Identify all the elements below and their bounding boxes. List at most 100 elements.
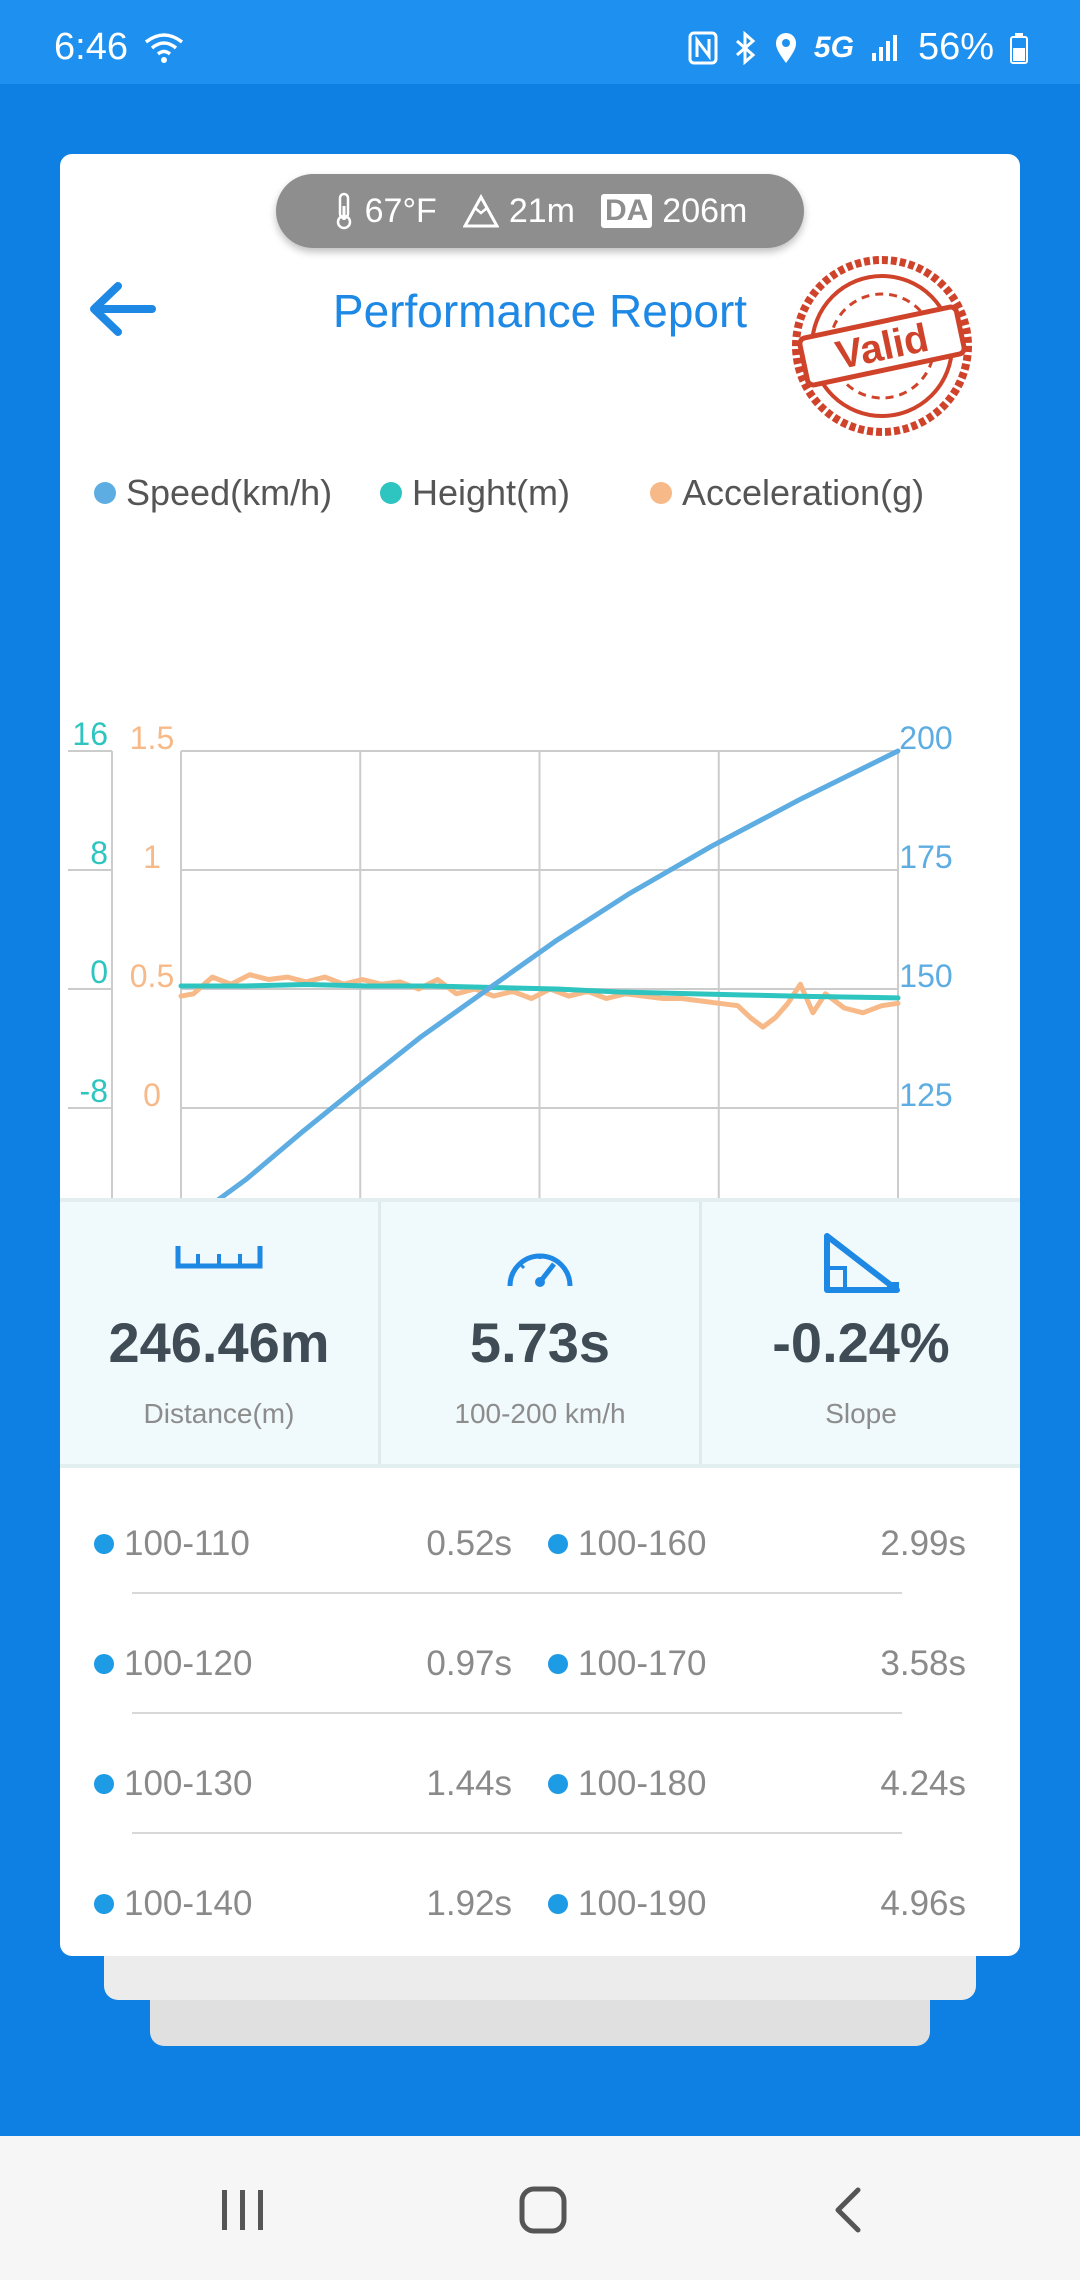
bullet-dot <box>94 1654 114 1674</box>
speedometer-icon <box>504 1242 576 1295</box>
split-range: 100-190 <box>578 1884 707 1923</box>
split-time: 1.44s <box>426 1764 512 1803</box>
stat-label: 100-200 km/h <box>454 1398 626 1429</box>
split-time: 4.24s <box>880 1764 966 1803</box>
recent-apps-icon <box>222 2190 263 2230</box>
height-tick-label: 8 <box>90 835 108 871</box>
split-label: 100-130 <box>94 1764 252 1804</box>
battery-percent: 56% <box>917 26 994 68</box>
home-button[interactable] <box>518 2186 568 2239</box>
back-button[interactable] <box>82 274 172 354</box>
split-time: 1.92s <box>426 1884 512 1923</box>
acceleration-tick-label: 1 <box>143 839 161 875</box>
temperature: 67°F <box>333 192 437 231</box>
speed-series-line <box>178 748 901 1230</box>
recent-apps-button[interactable] <box>218 2186 268 2239</box>
bullet-dot <box>94 1534 114 1554</box>
split-range: 100-130 <box>124 1764 253 1803</box>
legend-label: Speed(km/h) <box>126 472 333 513</box>
density-altitude: DA 206m <box>600 191 748 231</box>
split-time: 0.52s <box>426 1524 512 1563</box>
legend-dot <box>94 482 116 504</box>
split-label: 100-180 <box>548 1764 706 1804</box>
row-divider <box>132 1832 902 1834</box>
split-label: 100-140 <box>94 1884 252 1924</box>
battery-icon <box>1010 32 1028 64</box>
legend-label: Height(m) <box>412 472 571 513</box>
speed-tick-label: 200 <box>899 720 952 756</box>
stat-time: 5.73s 100-200 km/h <box>381 1202 702 1464</box>
split-label: 100-170 <box>548 1644 706 1684</box>
stat-slope: -0.24% Slope <box>702 1202 1020 1464</box>
temperature-value: 67°F <box>364 191 437 230</box>
split-range: 100-170 <box>578 1644 707 1683</box>
height-series-line <box>178 982 901 1001</box>
stamp-text: Valid <box>832 316 932 378</box>
list-item: 100-120 0.97s 100-170 3.58s <box>60 1594 1020 1714</box>
stat-label: Distance(m) <box>143 1398 295 1429</box>
acceleration-tick-label: 0 <box>143 1077 161 1113</box>
stat-value: -0.24% <box>772 1311 950 1374</box>
bullet-dot <box>548 1774 568 1794</box>
list-item: 100-140 1.92s 100-190 4.96s <box>60 1834 1020 1954</box>
split-label: 100-110 <box>94 1524 250 1564</box>
nfc-icon <box>688 31 718 65</box>
stat-value: 246.46m <box>108 1311 330 1374</box>
acceleration-series-line <box>178 972 901 1030</box>
acceleration-tick-label: 1.5 <box>130 720 174 756</box>
legend-label: Acceleration(g) <box>682 472 925 513</box>
speed-tick-label: 125 <box>899 1077 952 1113</box>
status-bar: 6:46 5G 56% <box>0 0 1080 84</box>
bluetooth-icon <box>734 30 758 65</box>
bullet-dot <box>94 1774 114 1794</box>
status-time: 6:46 <box>54 26 128 68</box>
legend-dot <box>380 482 402 504</box>
speed-tick-label: 150 <box>899 958 952 994</box>
location-icon <box>774 32 798 64</box>
report-card: 67°F 21m DA 206m Performance Report Vali… <box>60 154 1020 1956</box>
speed-tick-label: 175 <box>899 839 952 875</box>
network-type: 5G <box>813 30 854 64</box>
acceleration-tick-label: 0.5 <box>130 958 174 994</box>
da-badge: DA <box>600 194 653 228</box>
ruler-icon <box>174 1242 264 1277</box>
legend-item-acceleration: Acceleration(g) <box>650 472 924 514</box>
density-altitude-value: 206m <box>662 191 748 230</box>
bullet-dot <box>548 1534 568 1554</box>
signal-icon <box>870 33 902 63</box>
split-time: 3.58s <box>880 1644 966 1683</box>
navigation-bar <box>0 2136 1080 2280</box>
split-range: 100-180 <box>578 1764 707 1803</box>
altitude-value: 21m <box>508 191 575 230</box>
split-range: 100-120 <box>124 1644 253 1683</box>
environment-pill: 67°F 21m DA 206m <box>276 174 804 248</box>
split-label: 100-120 <box>94 1644 252 1684</box>
slope-icon <box>821 1232 901 1301</box>
home-icon <box>519 2186 567 2234</box>
height-tick-label: 0 <box>90 954 108 990</box>
split-time: 2.99s <box>880 1524 966 1563</box>
bullet-dot <box>548 1654 568 1674</box>
split-label: 100-190 <box>548 1884 706 1924</box>
wifi-icon <box>144 32 184 69</box>
mountain-icon <box>462 194 499 228</box>
split-range: 100-160 <box>578 1524 707 1563</box>
height-tick-label: -8 <box>80 1073 108 1109</box>
legend-item-speed: Speed(km/h) <box>94 472 332 514</box>
split-range: 100-140 <box>124 1884 253 1923</box>
list-item: 100-130 1.44s 100-180 4.24s <box>60 1714 1020 1834</box>
split-label: 100-160 <box>548 1524 706 1564</box>
page-title: Performance Report <box>332 285 748 337</box>
row-divider <box>132 1592 902 1594</box>
chevron-left-icon <box>835 2187 861 2233</box>
stat-value: 5.73s <box>469 1311 611 1374</box>
list-item: 100-110 0.52s 100-160 2.99s <box>60 1474 1020 1594</box>
split-range: 100-110 <box>124 1524 250 1563</box>
stat-label: Slope <box>825 1398 897 1429</box>
bullet-dot <box>94 1894 114 1914</box>
split-time: 0.97s <box>426 1644 512 1683</box>
thermometer-icon <box>336 192 351 230</box>
arrow-left-icon <box>90 282 156 336</box>
back-nav-button[interactable] <box>828 2186 868 2239</box>
